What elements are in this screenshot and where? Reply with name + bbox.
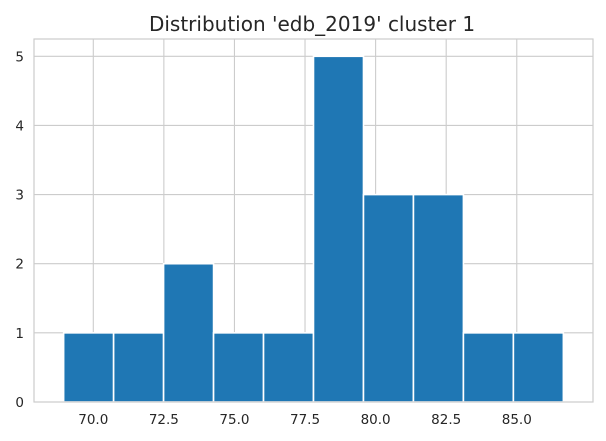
x-tick-label: 72.5 (149, 412, 179, 428)
y-tick-label: 1 (15, 326, 24, 342)
x-axis-ticks: 70.0 72.5 75.0 77.5 80.0 82.5 85.0 (78, 412, 532, 428)
histogram-bar (112, 332, 165, 403)
histogram-bar (162, 262, 215, 403)
histogram-bar (412, 193, 465, 403)
y-tick-label: 3 (15, 188, 24, 204)
x-tick-label: 82.5 (431, 412, 461, 428)
y-tick-label: 4 (15, 118, 24, 134)
histogram-bar (212, 332, 265, 403)
histogram-bar (262, 332, 315, 403)
axes-border (33, 38, 594, 403)
chart-title: Distribution 'edb_2019' cluster 1 (149, 12, 475, 36)
x-tick-label: 70.0 (78, 412, 108, 428)
histogram-bar (362, 193, 415, 403)
y-tick-label: 2 (15, 257, 24, 273)
y-tick-label: 5 (15, 49, 24, 65)
x-tick-label: 80.0 (361, 412, 391, 428)
x-tick-label: 75.0 (219, 412, 249, 428)
histogram-bar (512, 332, 565, 403)
y-tick-label: 0 (15, 395, 24, 411)
histogram-bar (312, 55, 365, 403)
x-tick-label: 77.5 (290, 412, 320, 428)
y-axis-ticks: 0 1 2 3 4 5 (15, 49, 24, 411)
histogram-bar (462, 332, 515, 403)
plot-frame (33, 38, 594, 403)
x-tick-label: 85.0 (502, 412, 532, 428)
bars (62, 55, 565, 403)
histogram-bar (62, 332, 115, 403)
